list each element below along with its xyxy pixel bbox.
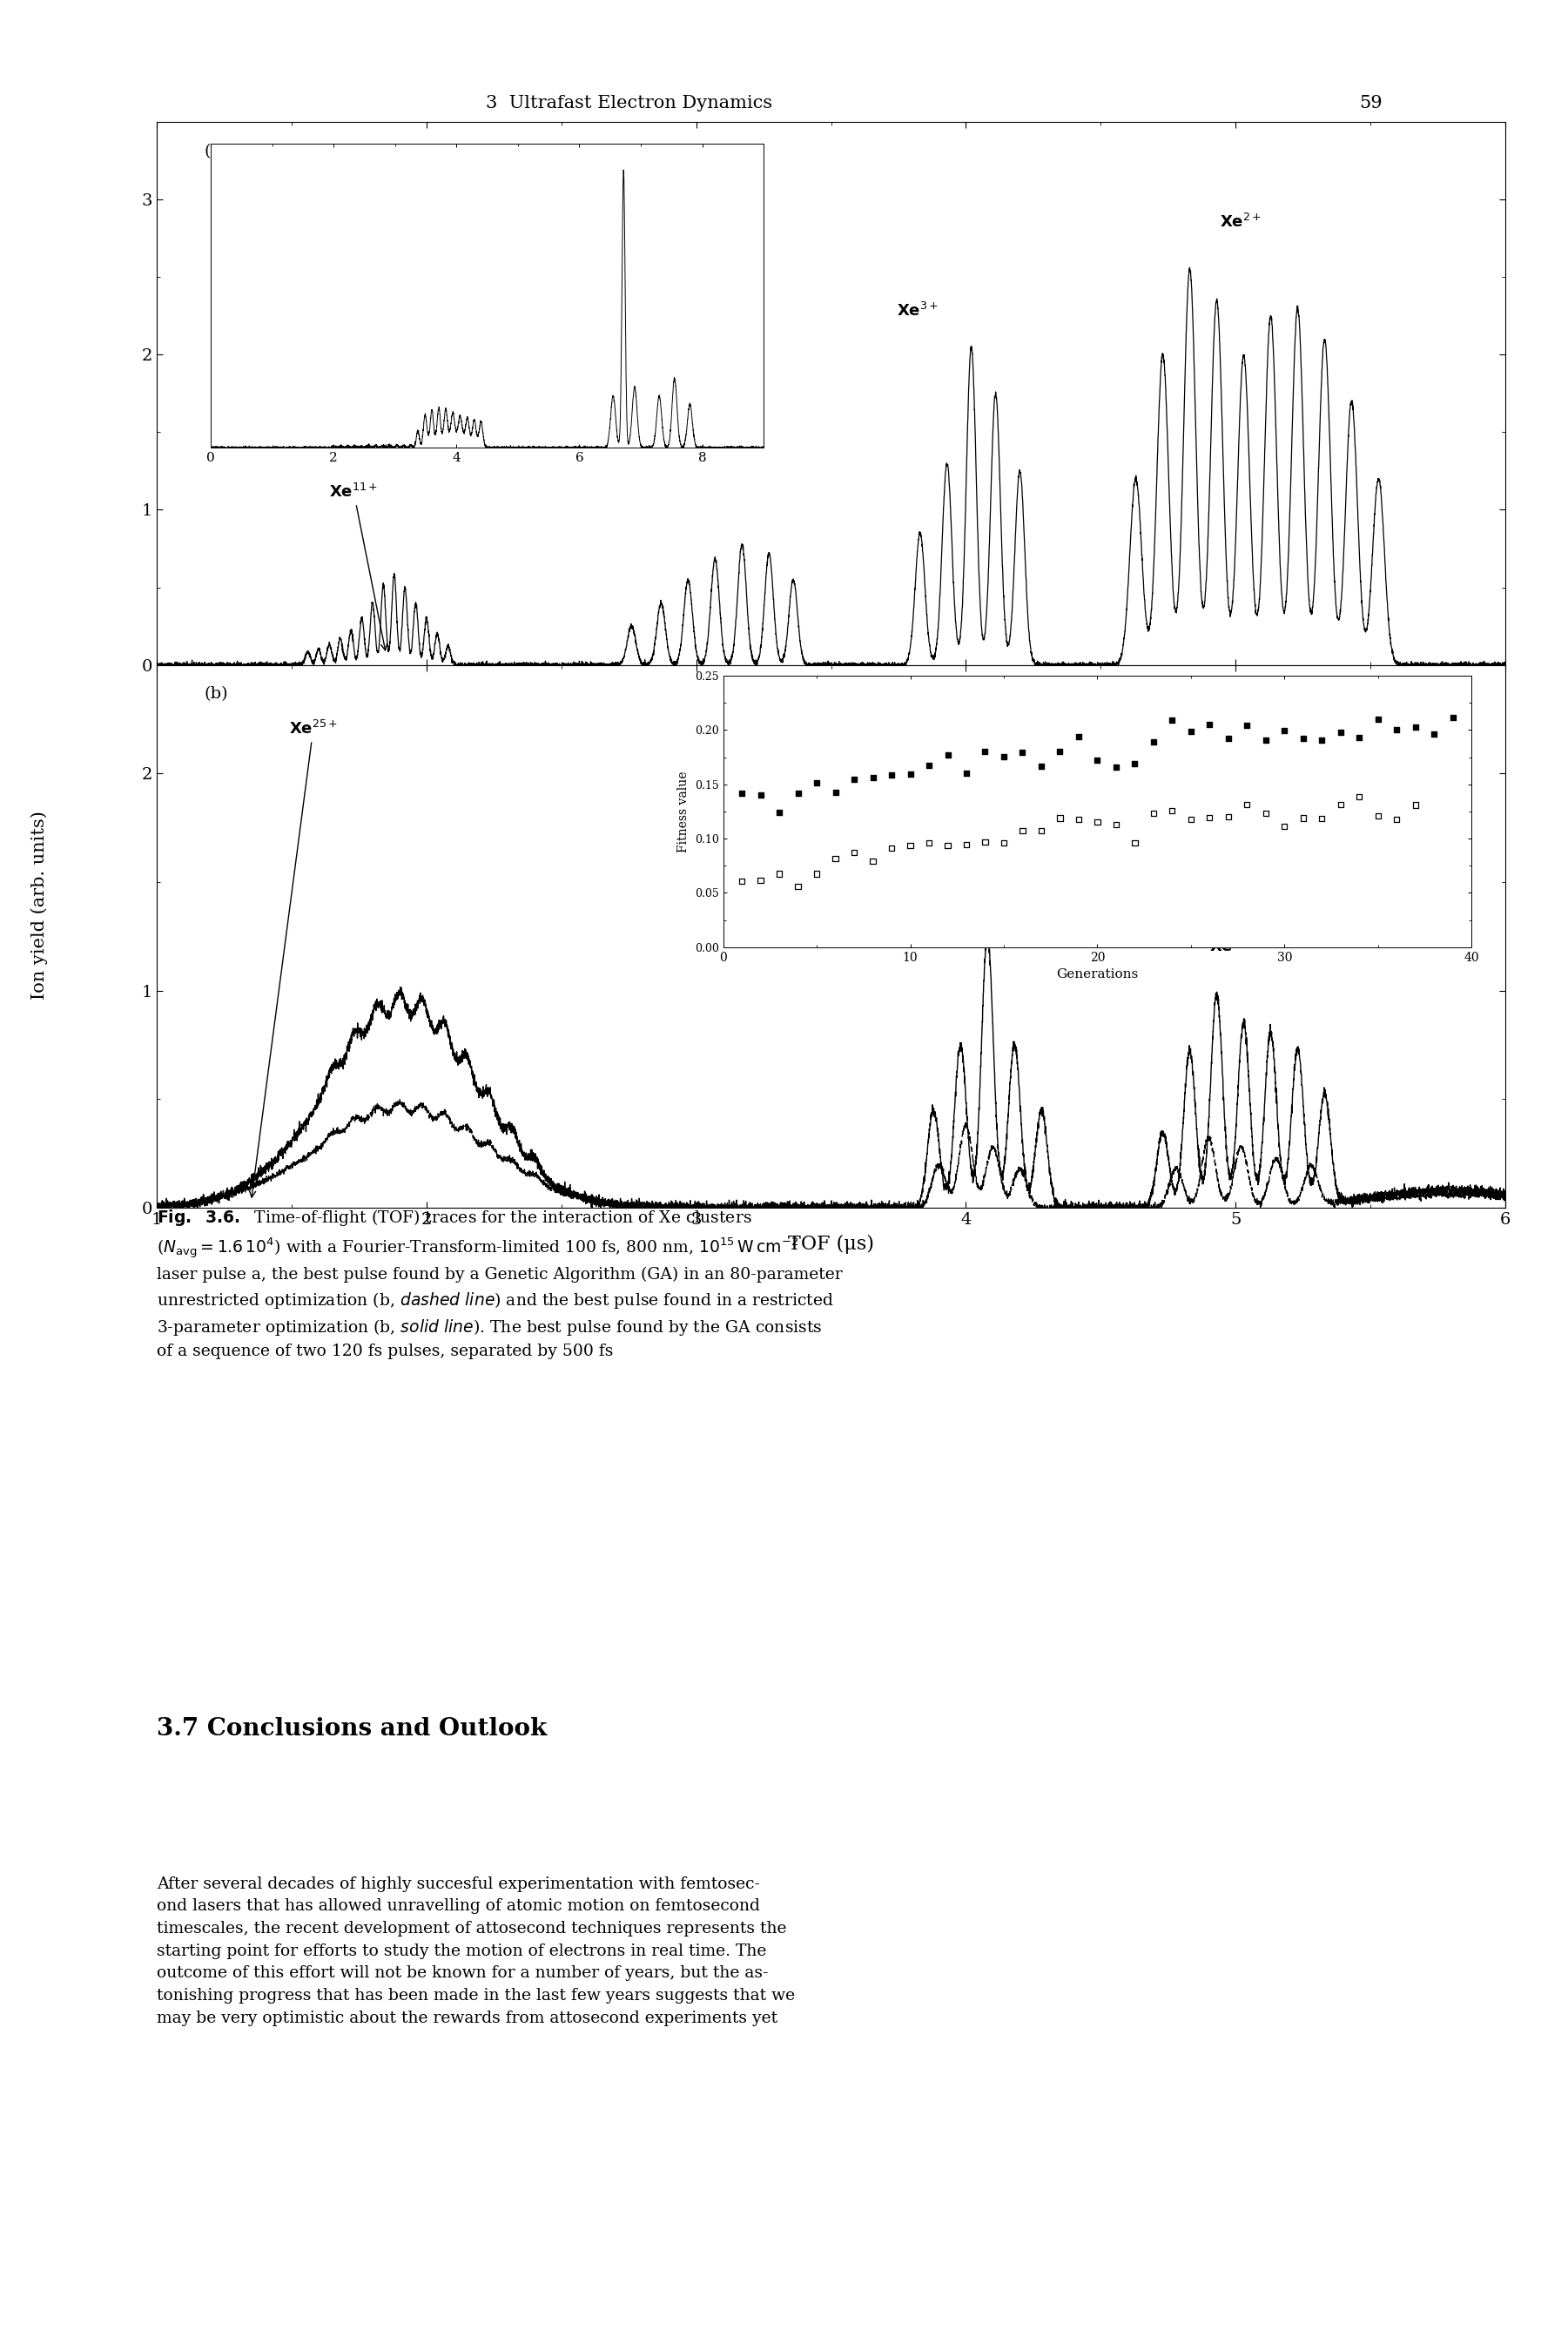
- Text: (b): (b): [204, 686, 227, 703]
- Text: $\mathbf{Xe}^{11+}$: $\mathbf{Xe}^{11+}$: [329, 484, 387, 651]
- Text: Ion yield (arb. units): Ion yield (arb. units): [31, 811, 47, 999]
- Text: $\mathbf{Xe}^{4+}$: $\mathbf{Xe}^{4+}$: [657, 411, 698, 428]
- Text: After several decades of highly succesful experimentation with femtosec-
ond las: After several decades of highly succesfu…: [157, 1876, 795, 2027]
- Text: $\mathbf{Xe}^{3+}$: $\mathbf{Xe}^{3+}$: [897, 301, 938, 320]
- Text: 3  Ultrafast Electron Dynamics: 3 Ultrafast Electron Dynamics: [486, 94, 771, 110]
- Text: (a): (a): [204, 143, 227, 160]
- Text: $\mathbf{Fig.\ \ 3.6.}$  Time-of-flight (TOF) traces for the interaction of Xe c: $\mathbf{Fig.\ \ 3.6.}$ Time-of-flight (…: [157, 1208, 842, 1359]
- X-axis label: TOF (μs): TOF (μs): [789, 1234, 873, 1253]
- Text: $\mathbf{Xe}^{3+}$: $\mathbf{Xe}^{3+}$: [938, 886, 978, 903]
- Text: 3.7 Conclusions and Outlook: 3.7 Conclusions and Outlook: [157, 1716, 547, 1740]
- Text: $\mathbf{Xe}^{2+}$: $\mathbf{Xe}^{2+}$: [1209, 938, 1251, 955]
- Text: 59: 59: [1359, 94, 1381, 110]
- Text: $\mathbf{Xe}^{25+}$: $\mathbf{Xe}^{25+}$: [249, 719, 337, 1197]
- Text: $\mathbf{Xe}^{2+}$: $\mathbf{Xe}^{2+}$: [1220, 214, 1262, 230]
